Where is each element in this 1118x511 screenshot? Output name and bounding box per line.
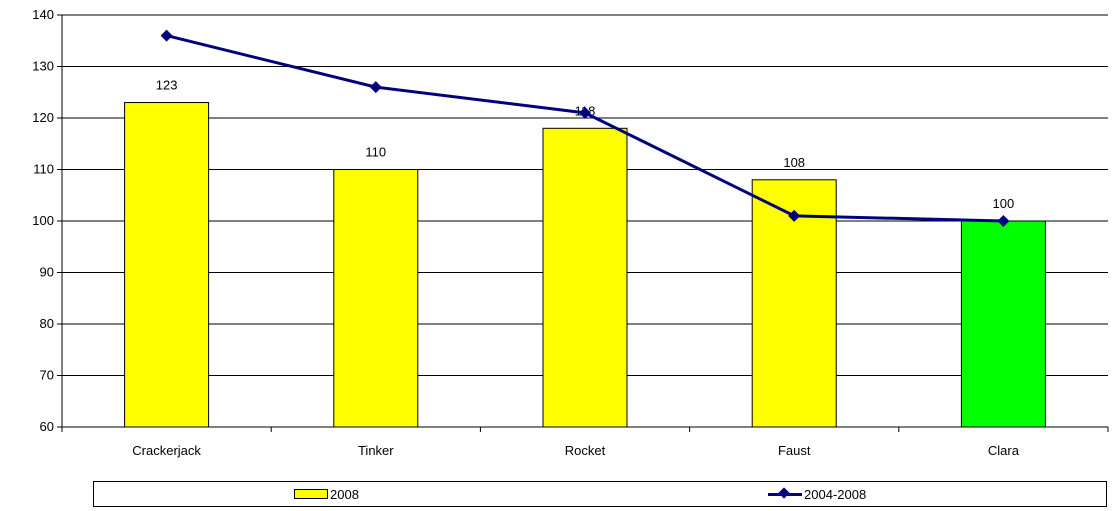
legend-bar-swatch — [294, 489, 328, 499]
data-label: 100 — [993, 196, 1015, 211]
x-tick-label: Crackerjack — [132, 443, 201, 458]
legend: 2008 2004-2008 — [93, 481, 1107, 507]
legend-line-swatch — [768, 486, 802, 502]
x-tick-label: Faust — [778, 443, 811, 458]
line-point — [369, 81, 382, 94]
y-axis: 60 70 80 90 100 110 120 130 140 — [32, 7, 63, 434]
line-point — [160, 29, 173, 42]
y-tick-label: 80 — [40, 316, 54, 331]
data-label: 108 — [783, 155, 805, 170]
y-tick-label: 140 — [32, 7, 54, 22]
line-point — [997, 215, 1010, 227]
bar-data-labels: 123110118108100 — [156, 78, 1015, 211]
legend-label-2008: 2008 — [330, 486, 359, 502]
legend-item-2008: 2008 — [294, 486, 359, 502]
y-tick-label: 70 — [40, 368, 54, 383]
y-tick-label: 100 — [32, 213, 54, 228]
line-point — [579, 106, 591, 119]
y-tick-label: 90 — [40, 265, 54, 280]
y-tick-label: 120 — [32, 110, 54, 125]
y-tick-label: 60 — [40, 419, 54, 434]
x-axis: Crackerjack Tinker Rocket Faust Clara — [61, 426, 1109, 458]
y-tick-label: 110 — [33, 162, 54, 177]
bar — [542, 127, 628, 428]
bar-series-2008 — [124, 102, 1046, 428]
legend-label-2004-2008: 2004-2008 — [804, 486, 867, 502]
y-tick-label: 130 — [32, 59, 54, 74]
data-label: 123 — [156, 78, 178, 93]
line-series-2004-2008 — [160, 29, 1010, 227]
x-tick-label: Rocket — [565, 443, 606, 458]
legend-item-2004-2008: 2004-2008 — [768, 486, 866, 502]
bar — [124, 102, 210, 428]
bar — [960, 220, 1046, 428]
bar — [333, 169, 419, 428]
data-label: 110 — [365, 145, 386, 160]
line-point — [788, 209, 801, 222]
x-tick-label: Clara — [988, 443, 1020, 458]
x-tick-label: Tinker — [358, 443, 394, 458]
